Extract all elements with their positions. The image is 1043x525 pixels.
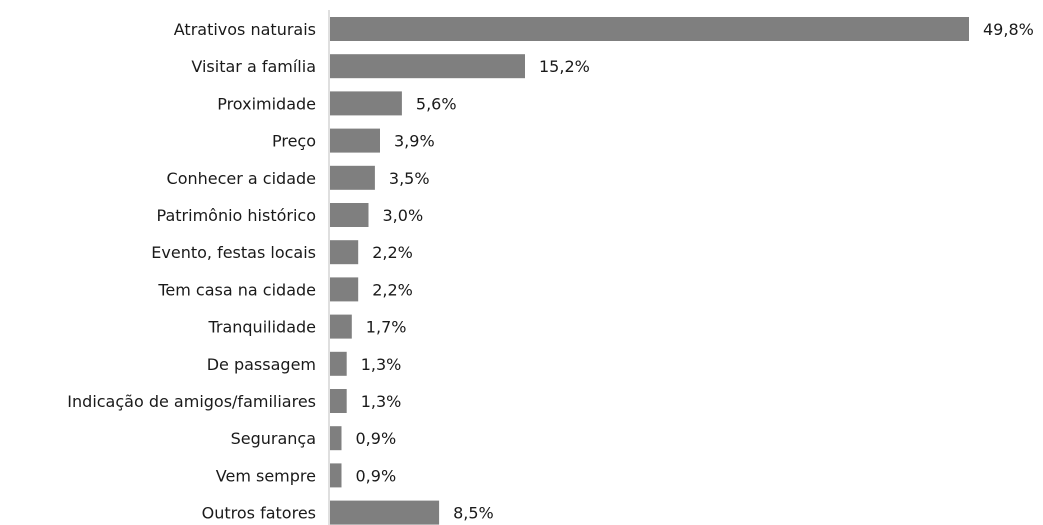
bar: [330, 203, 369, 227]
category-label: Outros fatores: [202, 504, 316, 523]
bar: [330, 17, 969, 41]
data-label: 2,2%: [372, 280, 413, 299]
category-label: Atrativos naturais: [174, 20, 316, 39]
data-label: 1,7%: [366, 318, 407, 337]
bar: [330, 389, 347, 413]
bar: [330, 277, 359, 302]
data-label: 2,2%: [372, 243, 413, 262]
category-label: Tranquilidade: [207, 318, 316, 337]
data-label: 1,3%: [361, 392, 402, 411]
bar: [330, 165, 375, 190]
data-label: 5,6%: [416, 94, 457, 113]
category-label: Preço: [272, 132, 316, 151]
category-label: Tem casa na cidade: [157, 280, 316, 299]
category-label: Vem sempre: [216, 466, 316, 485]
data-label: 3,5%: [389, 169, 430, 188]
bar: [330, 426, 342, 451]
data-label: 3,9%: [394, 132, 435, 151]
category-label: Proximidade: [217, 94, 316, 113]
category-label: De passagem: [207, 355, 316, 374]
bar: [330, 91, 402, 116]
value-labels-group: 49,8% 15,2% 5,6% 3,9% 3,5% 3,0% 2,2% 2,2% 1,7% 1,…: [356, 20, 1034, 523]
bar: [330, 54, 525, 79]
bar: [330, 128, 380, 153]
data-label: 0,9%: [356, 429, 397, 448]
data-label: 3,0%: [383, 206, 424, 225]
category-label: Conhecer a cidade: [167, 169, 316, 188]
bar: [330, 240, 359, 265]
category-label: Evento, festas locais: [151, 243, 316, 262]
bar: [330, 351, 347, 376]
bars-group: [330, 17, 969, 525]
bar: [330, 500, 440, 525]
category-label: Patrimônio histórico: [157, 206, 316, 225]
category-label: Segurança: [231, 429, 316, 448]
category-label: Indicação de amigos/familiares: [67, 392, 316, 411]
category-label: Visitar a família: [191, 57, 316, 76]
data-label: 0,9%: [356, 466, 397, 485]
category-labels-group: Atrativos naturais Visitar a família Proxi…: [67, 20, 316, 523]
data-label: 8,5%: [453, 504, 494, 523]
data-label: 15,2%: [539, 57, 590, 76]
data-label: 49,8%: [983, 20, 1034, 39]
bar: [330, 314, 352, 339]
data-label: 1,3%: [361, 355, 402, 374]
bar: [330, 463, 342, 488]
